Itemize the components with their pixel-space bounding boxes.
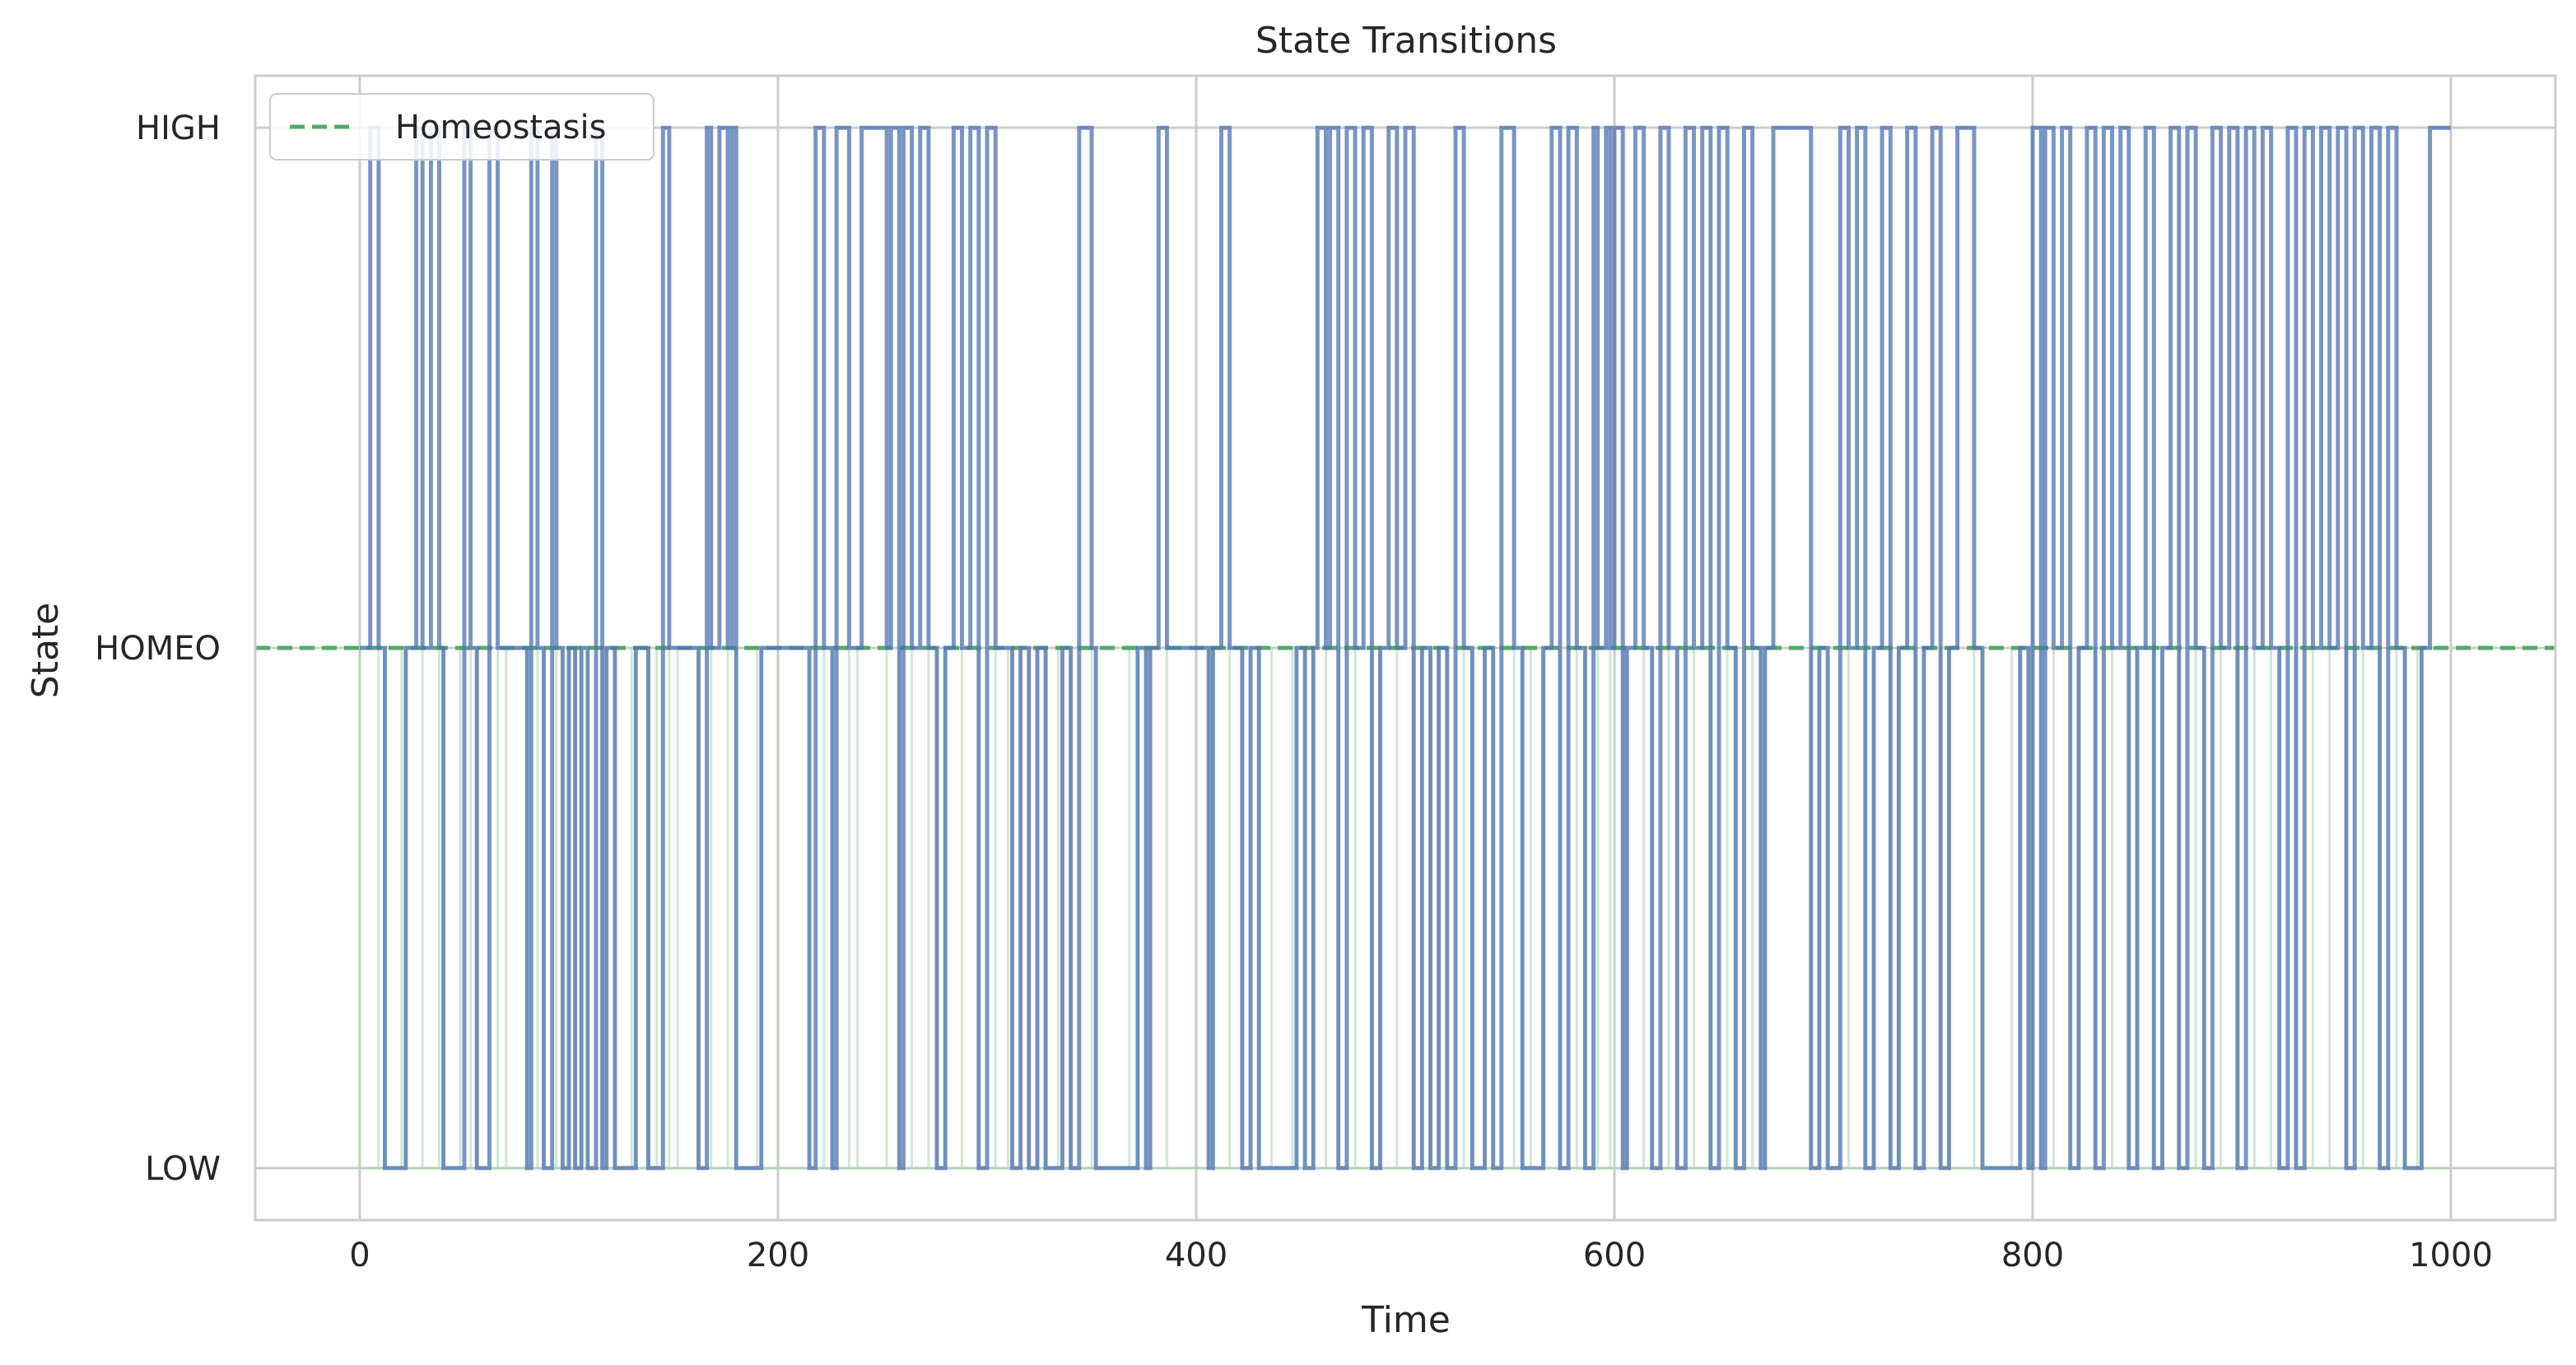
y-tick-label: HIGH <box>136 109 221 147</box>
legend-box <box>269 93 654 161</box>
y-tick-label: HOMEO <box>95 630 221 668</box>
legend: Homeostasis <box>269 93 654 161</box>
legend-label-homeostasis: Homeostasis <box>395 109 606 147</box>
y-tick-label: LOW <box>145 1150 221 1188</box>
y-tick-labels: LOW HOMEO HIGH <box>95 109 221 1188</box>
x-tick-label: 400 <box>1165 1237 1227 1274</box>
x-axis-label: Time <box>1361 1299 1451 1341</box>
x-tick-label: 800 <box>2001 1237 2064 1274</box>
x-tick-label: 1000 <box>2409 1237 2493 1274</box>
x-tick-label: 0 <box>349 1237 370 1274</box>
chart-title: State Transitions <box>1255 20 1557 62</box>
x-tick-label: 200 <box>747 1237 809 1274</box>
x-tick-labels: 0 200 400 600 800 1000 <box>349 1237 2493 1274</box>
y-axis-label: State <box>25 603 67 698</box>
state-series-line <box>360 125 2451 1171</box>
plot-frame <box>254 74 2557 1222</box>
x-tick-label: 600 <box>1583 1237 1646 1274</box>
